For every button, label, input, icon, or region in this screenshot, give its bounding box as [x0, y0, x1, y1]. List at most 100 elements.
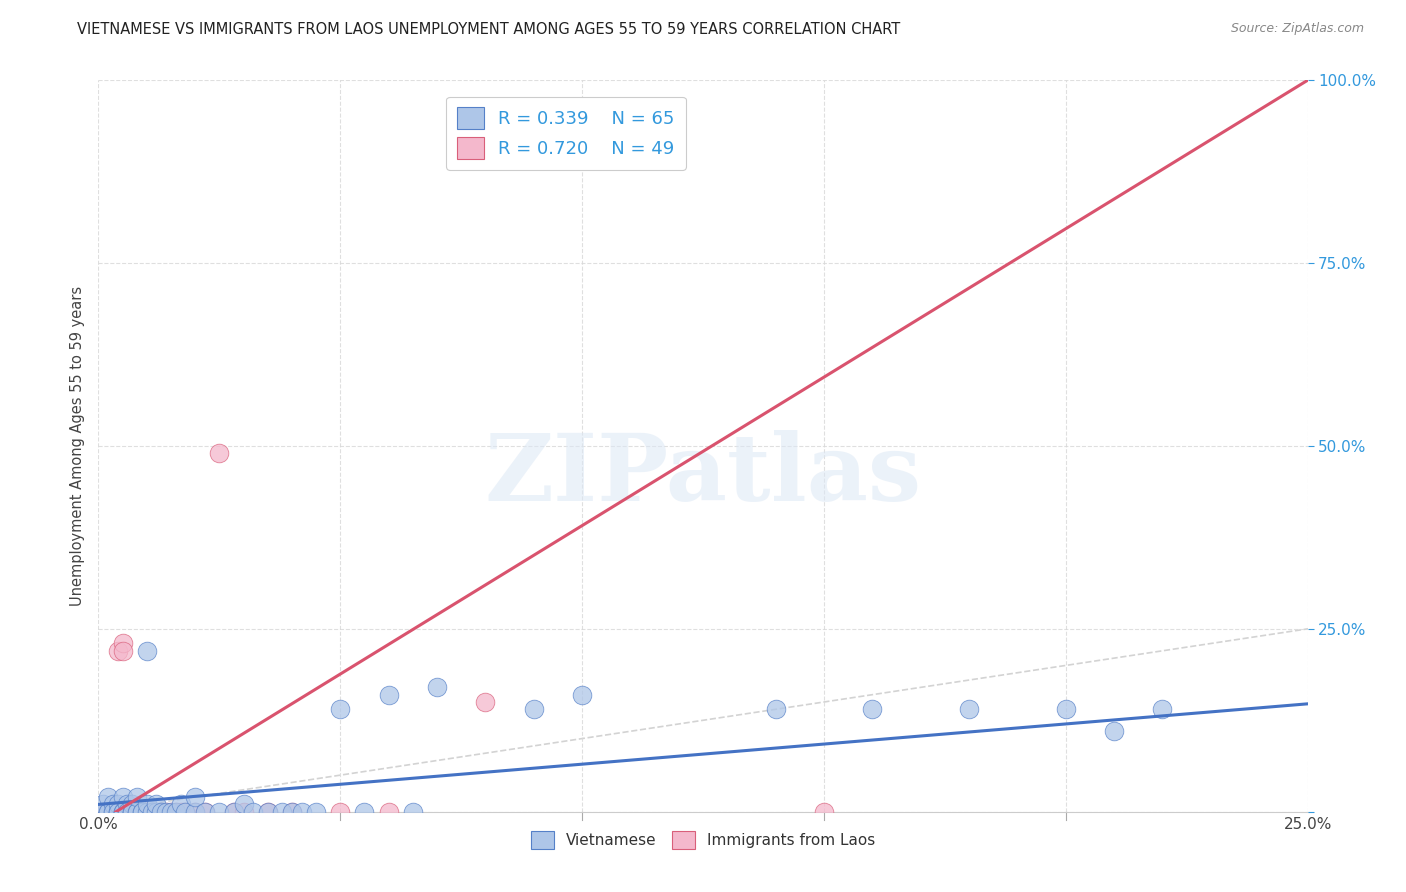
Point — [256, 805, 278, 819]
Point — [91, 805, 114, 819]
Point — [101, 805, 124, 819]
Point — [145, 797, 167, 812]
Point — [127, 805, 149, 819]
Point — [135, 805, 157, 819]
Point — [141, 805, 163, 819]
Legend: Vietnamese, Immigrants from Laos: Vietnamese, Immigrants from Laos — [524, 824, 882, 855]
Point — [184, 805, 207, 819]
Point — [377, 805, 399, 819]
Point — [111, 805, 134, 819]
Y-axis label: Unemployment Among Ages 55 to 59 years: Unemployment Among Ages 55 to 59 years — [70, 286, 86, 606]
Point — [222, 805, 245, 819]
Point — [97, 805, 120, 819]
Point — [121, 805, 143, 819]
Point — [353, 805, 375, 819]
Point — [97, 805, 120, 819]
Point — [111, 805, 134, 819]
Point — [377, 688, 399, 702]
Point — [111, 805, 134, 819]
Point — [111, 805, 134, 819]
Point — [184, 790, 207, 805]
Point — [135, 805, 157, 819]
Point — [329, 805, 352, 819]
Point — [165, 805, 187, 819]
Point — [127, 805, 149, 819]
Text: Source: ZipAtlas.com: Source: ZipAtlas.com — [1230, 22, 1364, 36]
Point — [121, 797, 143, 812]
Point — [135, 797, 157, 812]
Point — [141, 805, 163, 819]
Point — [101, 805, 124, 819]
Point — [127, 805, 149, 819]
Point — [121, 805, 143, 819]
Point — [242, 805, 264, 819]
Point — [208, 805, 231, 819]
Point — [150, 805, 173, 819]
Point — [474, 695, 496, 709]
Point — [131, 805, 153, 819]
Point — [194, 805, 217, 819]
Point — [107, 644, 129, 658]
Point — [160, 805, 183, 819]
Point — [107, 805, 129, 819]
Point — [860, 702, 883, 716]
Point — [107, 805, 129, 819]
Point — [107, 805, 129, 819]
Point — [305, 805, 328, 819]
Point — [281, 805, 304, 819]
Point — [194, 805, 217, 819]
Point — [117, 797, 139, 812]
Point — [165, 805, 187, 819]
Point — [127, 805, 149, 819]
Point — [101, 805, 124, 819]
Point — [155, 805, 177, 819]
Point — [1054, 702, 1077, 716]
Point — [169, 797, 191, 812]
Point — [271, 805, 294, 819]
Point — [281, 805, 304, 819]
Point — [174, 805, 197, 819]
Point — [174, 805, 197, 819]
Point — [135, 644, 157, 658]
Point — [121, 805, 143, 819]
Point — [107, 797, 129, 812]
Point — [813, 805, 835, 819]
Point — [135, 805, 157, 819]
Point — [107, 805, 129, 819]
Point — [127, 805, 149, 819]
Point — [145, 805, 167, 819]
Point — [208, 446, 231, 460]
Point — [232, 805, 254, 819]
Point — [101, 805, 124, 819]
Point — [111, 644, 134, 658]
Point — [160, 805, 183, 819]
Point — [1152, 702, 1174, 716]
Point — [571, 688, 593, 702]
Point — [131, 805, 153, 819]
Point — [127, 790, 149, 805]
Point — [117, 805, 139, 819]
Point — [329, 702, 352, 716]
Point — [256, 805, 278, 819]
Point — [131, 805, 153, 819]
Point — [957, 702, 980, 716]
Point — [117, 805, 139, 819]
Point — [232, 797, 254, 812]
Point — [117, 805, 139, 819]
Point — [131, 805, 153, 819]
Point — [91, 797, 114, 812]
Point — [169, 805, 191, 819]
Point — [155, 805, 177, 819]
Point — [117, 805, 139, 819]
Point — [222, 805, 245, 819]
Point — [765, 702, 787, 716]
Point — [97, 805, 120, 819]
Point — [121, 805, 143, 819]
Point — [91, 805, 114, 819]
Point — [111, 790, 134, 805]
Point — [91, 805, 114, 819]
Point — [111, 636, 134, 650]
Point — [141, 805, 163, 819]
Point — [107, 805, 129, 819]
Point — [290, 805, 312, 819]
